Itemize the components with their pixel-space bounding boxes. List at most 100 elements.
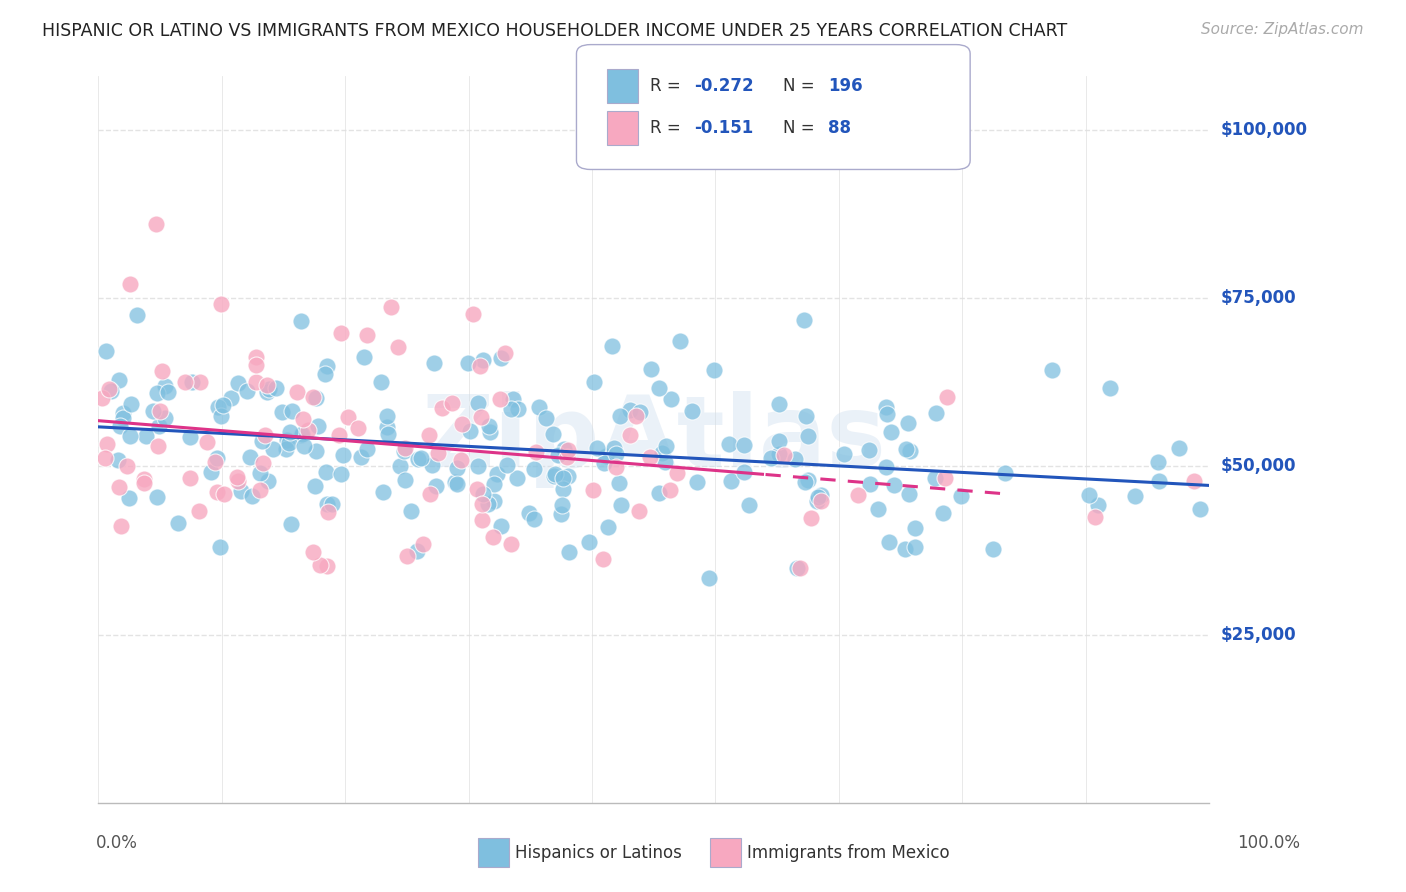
Point	[877, 534, 900, 549]
Point	[100, 384, 122, 398]
Point	[245, 375, 267, 389]
Point	[489, 351, 512, 366]
Point	[451, 417, 474, 431]
Point	[1147, 475, 1170, 489]
Point	[219, 392, 242, 406]
Point	[229, 483, 252, 498]
Point	[408, 451, 430, 466]
Point	[425, 479, 447, 493]
Point	[108, 373, 131, 387]
Point	[380, 300, 402, 314]
Point	[894, 442, 917, 456]
Point	[789, 560, 811, 574]
Point	[517, 507, 540, 521]
Point	[377, 427, 399, 442]
Point	[467, 396, 489, 410]
Point	[738, 498, 761, 512]
Point	[810, 494, 832, 508]
Point	[285, 385, 308, 400]
Point	[768, 397, 790, 411]
Point	[471, 487, 494, 501]
Point	[204, 455, 226, 469]
Point	[880, 425, 903, 439]
Point	[149, 404, 172, 418]
Point	[651, 446, 673, 460]
Point	[257, 475, 280, 489]
Point	[994, 466, 1017, 480]
Point	[668, 334, 690, 348]
Point	[148, 418, 170, 433]
Point	[156, 385, 179, 400]
Point	[108, 418, 131, 433]
Point	[547, 449, 569, 463]
Point	[610, 498, 633, 512]
Point	[609, 409, 631, 424]
Point	[496, 458, 519, 473]
Point	[271, 405, 294, 419]
Point	[523, 511, 546, 525]
Point	[832, 447, 855, 461]
Point	[1099, 381, 1122, 395]
Point	[90, 392, 112, 406]
Point	[423, 355, 446, 369]
Point	[502, 392, 524, 406]
Point	[934, 470, 956, 484]
Point	[717, 437, 740, 451]
Point	[107, 453, 129, 467]
Point	[353, 350, 375, 364]
Point	[794, 475, 817, 490]
Point	[658, 483, 681, 498]
Text: R =: R =	[650, 119, 686, 136]
Point	[120, 397, 142, 411]
Point	[305, 391, 328, 405]
Point	[444, 475, 467, 490]
Point	[146, 386, 169, 401]
Point	[330, 326, 353, 340]
Point	[529, 400, 551, 414]
Point	[457, 355, 479, 369]
Point	[253, 427, 276, 442]
Point	[733, 465, 755, 479]
Point	[898, 486, 921, 500]
Point	[145, 490, 167, 504]
Text: Immigrants from Mexico: Immigrants from Mexico	[747, 844, 949, 862]
Point	[553, 482, 575, 496]
Point	[768, 434, 790, 448]
Point	[96, 344, 118, 359]
Point	[440, 396, 463, 410]
Point	[898, 443, 921, 458]
Point	[97, 382, 120, 396]
Point	[1084, 510, 1107, 524]
Point	[592, 456, 614, 470]
Point	[600, 339, 623, 353]
Point	[375, 409, 398, 423]
Point	[349, 450, 371, 464]
Point	[586, 441, 609, 455]
Point	[484, 494, 506, 508]
Point	[297, 423, 319, 437]
Point	[419, 487, 441, 501]
Point	[249, 483, 271, 498]
Point	[302, 545, 325, 559]
Point	[983, 541, 1005, 556]
Point	[655, 439, 678, 453]
Point	[859, 477, 882, 491]
Point	[314, 367, 336, 381]
Point	[315, 466, 337, 480]
Point	[249, 466, 271, 480]
Point	[226, 474, 249, 488]
Point	[370, 375, 392, 389]
Point	[1077, 487, 1099, 501]
Point	[605, 460, 627, 475]
Point	[557, 469, 579, 483]
Point	[508, 401, 530, 416]
Point	[950, 489, 973, 503]
Point	[316, 559, 339, 574]
Point	[336, 409, 359, 424]
Point	[252, 456, 274, 470]
Point	[195, 435, 218, 450]
Point	[399, 503, 422, 517]
Point	[321, 497, 343, 511]
Point	[471, 513, 494, 527]
Point	[242, 489, 264, 503]
